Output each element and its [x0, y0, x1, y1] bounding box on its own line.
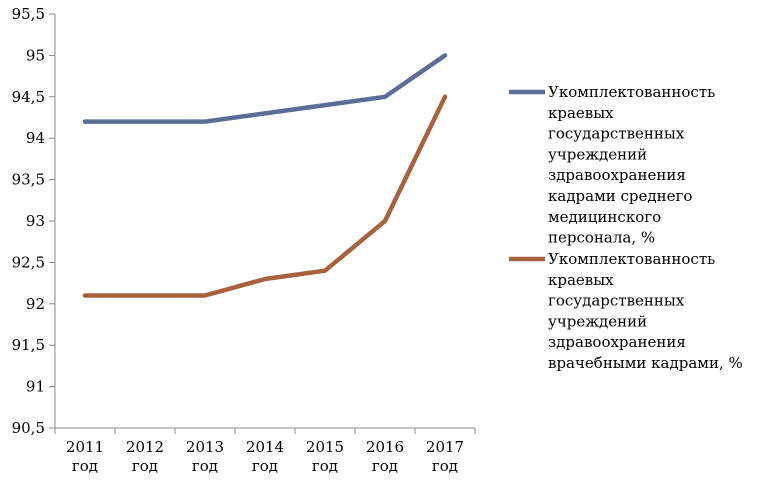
y-tick-label: 93 — [26, 212, 45, 230]
legend-label: врачебными кадрами, % — [548, 354, 743, 372]
legend-label: государственных — [548, 125, 685, 143]
legend-label: Укомплектованность — [548, 83, 715, 101]
legend-label: Укомплектованность — [548, 250, 715, 268]
legend-label: медицинского — [548, 208, 661, 226]
x-tick-label: 2011 — [66, 438, 104, 456]
x-tick-label: год — [72, 457, 98, 475]
legend-label: учреждений — [548, 145, 647, 163]
x-tick-label: 2014 — [246, 438, 284, 456]
legend-label: кадрами среднего — [548, 187, 692, 205]
x-tick-label: год — [192, 457, 218, 475]
x-tick-label: год — [432, 457, 458, 475]
y-tick-label: 90,5 — [12, 419, 45, 437]
x-tick-label: 2017 — [426, 438, 464, 456]
legend-label: здравоохранения — [548, 333, 686, 351]
x-tick-label: год — [132, 457, 158, 475]
y-axis-ticks: 95,5 95 94,5 94 93,5 93 92,5 92 91,5 91 90,5 — [12, 5, 55, 437]
y-tick-label: 95 — [26, 46, 45, 64]
x-tick-label: год — [372, 457, 398, 475]
series-line-2 — [82, 94, 448, 298]
y-tick-label: 94,5 — [12, 88, 45, 106]
y-tick-label: 91 — [26, 378, 45, 396]
y-tick-label: 91,5 — [12, 336, 45, 354]
legend-label: здравоохранения — [548, 166, 686, 184]
x-tick-label: 2012 — [126, 438, 164, 456]
x-axis-ticks: 2011год2012год2013год2014год2015год2016г… — [54, 428, 476, 475]
x-tick-label: 2016 — [366, 438, 404, 456]
x-tick-label: год — [312, 457, 338, 475]
y-tick-label: 92,5 — [12, 253, 45, 271]
y-tick-label: 93,5 — [12, 171, 45, 189]
y-tick-label: 92 — [26, 295, 45, 313]
series-lines — [82, 53, 448, 298]
x-tick-label: 2013 — [186, 438, 224, 456]
y-tick-label: 94 — [26, 129, 45, 147]
x-tick-label: год — [252, 457, 278, 475]
legend-label: учреждений — [548, 312, 647, 330]
x-tick-label: 2015 — [306, 438, 344, 456]
series-line-1 — [82, 53, 448, 124]
legend-label: государственных — [548, 292, 685, 310]
legend-label: краевых — [548, 271, 614, 289]
legend: Укомплектованность краевых государственных… — [509, 83, 743, 372]
y-tick-label: 95,5 — [12, 5, 45, 23]
legend-label: краевых — [548, 104, 614, 122]
legend-label: персонала, % — [548, 229, 655, 247]
